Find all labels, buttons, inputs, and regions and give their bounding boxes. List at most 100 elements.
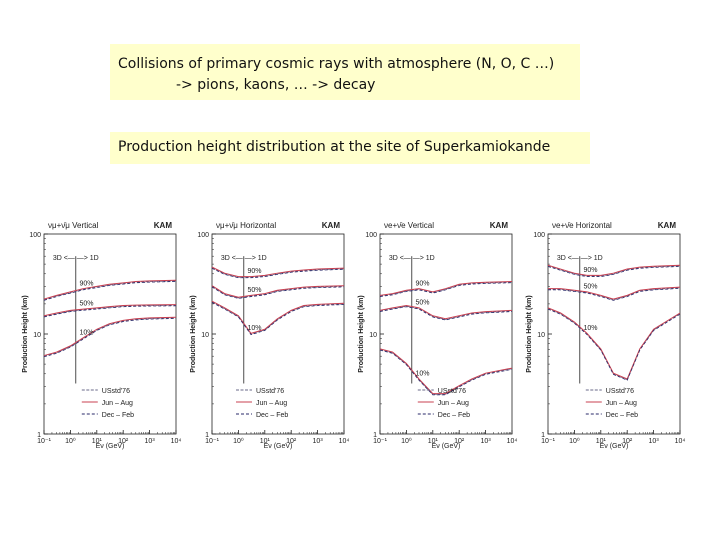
series-line [547,264,681,276]
x-tick-label: 10⁴ [171,438,182,445]
chart-panel-1: νμ+ν̄μ Vertical KAM 1 10 100 10⁻¹ 10⁰ 10¹ 10² 10³… [18,212,186,452]
x-axis-label: Eν (GeV) [432,443,461,450]
series-label: 10% [583,325,597,332]
x-tick-label: 10¹ [596,438,607,445]
series-line [547,265,681,277]
series-line [379,349,513,395]
series-line [547,266,681,278]
annotation: 3D <— —> 1D [557,255,603,262]
annotation: 3D <— —> 1D [53,255,99,262]
chart-nue-vertical: νe+ν̄e Vertical KAM 1 10 100 10⁻¹ 10⁰ 10¹ 10² 10³… [358,221,518,450]
x-tick-label: 10² [286,438,297,445]
series-line [379,282,513,297]
series-line [548,287,681,301]
legend-entry: Dec – Feb [256,412,288,419]
series-line [211,285,345,299]
series-line [43,280,177,301]
panel-label: νe+ν̄e Vertical [384,221,434,230]
series-line [379,305,513,320]
series-line [379,305,513,320]
site-label: KAM [490,221,509,230]
series-line [547,308,681,381]
y-tick-label: 100 [197,232,209,239]
annotation: 3D <— —> 1D [221,255,267,262]
panel-label: νμ+ν̄μ Horizontal [216,221,276,230]
x-tick-label: 10⁴ [675,438,686,445]
chart-numu-horizontal: νμ+ν̄μ Horizontal KAM 1 10 100 10⁻¹ 10⁰ 10¹ 10² 1… [190,221,349,450]
caption-collisions: Collisions of primary cosmic rays with a… [110,44,580,100]
x-axis-label: Eν (GeV) [600,443,629,450]
y-axis-label: Production Height (km) [358,295,365,372]
x-tick-label: 10² [622,438,633,445]
series-label: 10% [247,325,261,332]
legend-entry: USstd'76 [256,388,284,395]
x-axis-label: Eν (GeV) [96,443,125,450]
y-tick-label: 1 [37,432,41,439]
y-tick-label: 100 [365,232,377,239]
y-tick-label: 1 [205,432,209,439]
x-tick-label: 10¹ [92,438,103,445]
site-label: KAM [154,221,173,230]
legend-entry: Jun – Aug [102,400,133,407]
series-line [547,307,681,380]
x-tick-label: 10⁰ [569,437,580,445]
x-tick-label: 10³ [481,438,492,445]
series-line [379,349,513,396]
y-tick-label: 10 [33,332,41,339]
x-tick-label: 10⁴ [507,438,518,445]
legend-entry: USstd'76 [606,388,634,395]
x-tick-label: 10⁰ [401,437,412,445]
x-tick-label: 10⁻¹ [205,438,219,445]
caption-line-3: Production height distribution at the si… [118,139,551,155]
x-axis-label: Eν (GeV) [264,443,293,450]
series-label: 90% [583,267,597,274]
y-tick-label: 10 [369,332,377,339]
y-axis-label: Production Height (km) [190,295,197,372]
y-tick-label: 1 [541,432,545,439]
x-tick-label: 10⁻¹ [37,438,51,445]
legend-entry: Dec – Feb [438,412,470,419]
x-tick-label: 10¹ [428,438,439,445]
legend-entry: Dec – Feb [606,412,638,419]
y-tick-label: 10 [201,332,209,339]
series-line [43,304,177,317]
x-tick-label: 10² [454,438,465,445]
series-line [211,267,345,279]
series-line [211,267,345,278]
legend-entry: Jun – Aug [256,400,287,407]
y-tick-label: 10 [537,332,545,339]
panel-label: νe+ν̄e Horizontal [552,221,612,230]
series-label: 50% [79,301,93,308]
series-line [379,348,513,395]
series-line [211,266,345,278]
caption-line-2: -> pions, kaons, … -> decay [176,77,376,93]
series-label: 10% [79,330,93,337]
annotation: 3D <— —> 1D [389,255,435,262]
series-line [43,304,177,317]
x-tick-label: 10¹ [260,438,271,445]
chart-nue-horizontal: νe+ν̄e Horizontal KAM 1 10 100 10⁻¹ 10⁰ 10¹ 10² 1… [526,221,686,450]
legend-entry: Jun – Aug [438,400,469,407]
series-line [379,281,513,297]
series-label: 50% [415,299,429,306]
series-line [43,279,177,300]
series-label: 50% [583,284,597,291]
x-tick-label: 10³ [649,438,660,445]
series-label: 10% [415,371,429,378]
chart-panel-4: νe+ν̄e Horizontal KAM 1 10 100 10⁻¹ 10⁰ 10¹ 10² 1… [522,212,690,452]
series-line [43,318,177,358]
series-line [43,316,177,357]
chart-panel-2: νμ+ν̄μ Horizontal KAM 1 10 100 10⁻¹ 10⁰ 10¹ 10² 1… [186,212,354,452]
chart-numu-vertical: νμ+ν̄μ Vertical KAM 1 10 100 10⁻¹ 10⁰ 10¹ 10² 10³… [22,221,182,450]
x-tick-label: 10⁰ [233,437,244,445]
series-line [43,317,177,357]
x-tick-label: 10⁻¹ [541,438,555,445]
y-tick-label: 100 [29,232,41,239]
series-line [211,300,345,334]
site-label: KAM [658,221,677,230]
x-tick-label: 10³ [145,438,156,445]
series-label: 90% [79,280,93,287]
legend-entry: Dec – Feb [102,412,134,419]
y-tick-label: 1 [373,432,377,439]
series-line [379,281,513,296]
